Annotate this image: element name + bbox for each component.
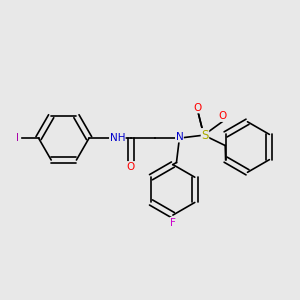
Text: NH: NH	[110, 133, 125, 143]
Text: O: O	[127, 162, 135, 172]
Text: F: F	[170, 218, 176, 227]
Text: O: O	[193, 103, 201, 113]
Text: S: S	[201, 129, 209, 142]
Text: I: I	[16, 133, 19, 143]
Text: N: N	[176, 132, 183, 142]
Text: O: O	[219, 111, 227, 122]
